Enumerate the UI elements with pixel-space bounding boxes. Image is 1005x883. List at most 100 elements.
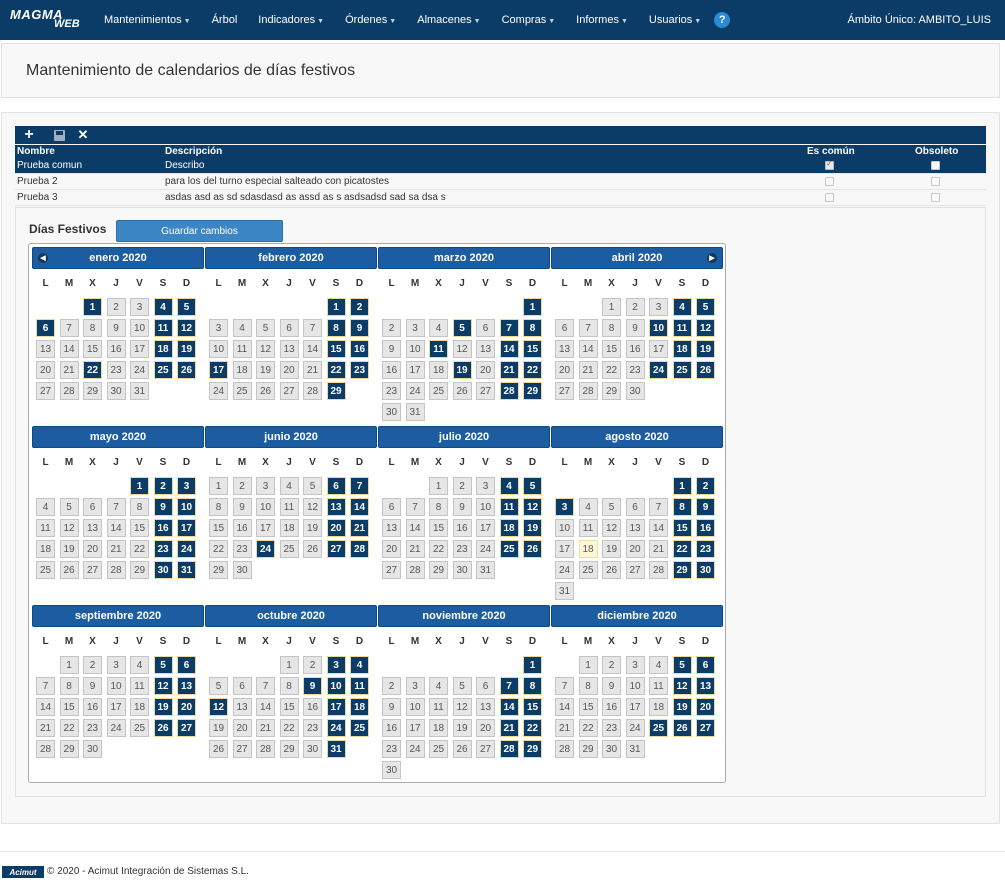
holiday-day[interactable]: 7: [350, 477, 369, 495]
calendar-day[interactable]: 6: [382, 498, 401, 516]
calendar-day[interactable]: 9: [83, 677, 102, 695]
save-changes-button[interactable]: Guardar cambios: [116, 220, 283, 242]
calendar-day[interactable]: 10: [209, 340, 228, 358]
calendar-day[interactable]: 25: [429, 740, 448, 758]
calendar-day[interactable]: 21: [303, 361, 322, 379]
calendar-day[interactable]: 8: [130, 498, 149, 516]
calendar-day[interactable]: 7: [59, 319, 79, 337]
calendar-day[interactable]: 10: [256, 498, 275, 516]
holiday-day[interactable]: 22: [523, 719, 542, 737]
calendar-day[interactable]: 9: [602, 677, 621, 695]
nav-item-7[interactable]: Usuarios ▼: [649, 14, 701, 26]
holiday-day[interactable]: 12: [209, 698, 228, 716]
calendar-day[interactable]: 14: [649, 519, 668, 537]
calendar-day[interactable]: 26: [59, 561, 79, 579]
holiday-day[interactable]: 4: [672, 298, 692, 316]
holiday-day[interactable]: 9: [303, 677, 322, 695]
holiday-day[interactable]: 11: [153, 319, 173, 337]
holiday-day[interactable]: 13: [177, 677, 196, 695]
calendar-day[interactable]: 14: [59, 340, 79, 358]
holiday-day[interactable]: 1: [83, 298, 102, 316]
calendar-day[interactable]: 13: [36, 340, 55, 358]
calendar-day[interactable]: 5: [303, 477, 322, 495]
holiday-day[interactable]: 5: [696, 298, 715, 316]
calendar-day[interactable]: 21: [36, 719, 55, 737]
holiday-day[interactable]: 10: [177, 498, 196, 516]
calendar-day[interactable]: 16: [106, 340, 126, 358]
calendar-day[interactable]: 27: [232, 740, 252, 758]
calendar-day[interactable]: 3: [256, 477, 275, 495]
holiday-day[interactable]: 13: [696, 677, 715, 695]
holiday-day[interactable]: 15: [672, 519, 692, 537]
calendar-day[interactable]: 14: [555, 698, 574, 716]
calendar-day[interactable]: 14: [36, 698, 55, 716]
calendar-day[interactable]: 21: [59, 361, 79, 379]
row-common-checkbox[interactable]: [825, 174, 834, 189]
holiday-day[interactable]: 23: [350, 361, 369, 379]
calendar-day[interactable]: 3: [405, 677, 425, 695]
calendar-day[interactable]: 30: [232, 561, 252, 579]
holiday-day[interactable]: 4: [350, 656, 369, 674]
calendar-day[interactable]: 24: [106, 719, 126, 737]
holiday-day[interactable]: 28: [499, 740, 519, 758]
calendar-day[interactable]: 10: [476, 498, 495, 516]
calendar-day[interactable]: 21: [555, 719, 574, 737]
calendar-day[interactable]: 5: [59, 498, 79, 516]
holiday-day[interactable]: 8: [523, 677, 542, 695]
calendar-day[interactable]: 23: [83, 719, 102, 737]
next-year-icon[interactable]: ▶: [707, 253, 717, 263]
calendar-day[interactable]: 28: [405, 561, 425, 579]
calendar-day[interactable]: 24: [555, 561, 574, 579]
calendar-day[interactable]: 18: [429, 361, 448, 379]
holiday-day[interactable]: 30: [696, 561, 715, 579]
calendar-day[interactable]: 14: [578, 340, 598, 358]
holiday-day[interactable]: 5: [452, 319, 472, 337]
holiday-day[interactable]: 2: [350, 298, 369, 316]
calendar-day[interactable]: 2: [382, 677, 401, 695]
calendar-day[interactable]: 6: [232, 677, 252, 695]
calendar-day[interactable]: 21: [256, 719, 275, 737]
row-obsolete-checkbox[interactable]: [931, 190, 940, 205]
calendar-day[interactable]: 30: [83, 740, 102, 758]
calendar-day[interactable]: 5: [256, 319, 275, 337]
holiday-day[interactable]: 9: [350, 319, 369, 337]
calendar-day[interactable]: 7: [36, 677, 55, 695]
calendar-day[interactable]: 9: [382, 340, 401, 358]
calendar-day[interactable]: 12: [256, 340, 275, 358]
calendar-day[interactable]: 29: [279, 740, 299, 758]
calendar-day[interactable]: 12: [452, 698, 472, 716]
plus-icon[interactable]: +: [24, 126, 34, 143]
calendar-day[interactable]: 27: [36, 382, 55, 400]
holiday-day[interactable]: 25: [153, 361, 173, 379]
holiday-day[interactable]: 3: [177, 477, 196, 495]
holiday-day[interactable]: 5: [523, 477, 542, 495]
calendar-day[interactable]: 20: [476, 719, 495, 737]
calendar-day[interactable]: 27: [555, 382, 574, 400]
calendar-day[interactable]: 2: [452, 477, 472, 495]
holiday-day[interactable]: 20: [696, 698, 715, 716]
holiday-day[interactable]: 25: [350, 719, 369, 737]
calendar-day[interactable]: 21: [405, 540, 425, 558]
holiday-day[interactable]: 6: [326, 477, 346, 495]
holiday-day[interactable]: 1: [523, 298, 542, 316]
calendar-day[interactable]: 16: [382, 719, 401, 737]
calendar-day[interactable]: 10: [130, 319, 149, 337]
calendar-day[interactable]: 11: [429, 698, 448, 716]
calendar-day[interactable]: 16: [83, 698, 102, 716]
calendar-day[interactable]: 21: [578, 361, 598, 379]
calendar-day[interactable]: 17: [555, 540, 574, 558]
calendar-day[interactable]: 13: [279, 340, 299, 358]
calendar-day[interactable]: 20: [83, 540, 102, 558]
calendar-day[interactable]: 22: [209, 540, 228, 558]
calendar-day[interactable]: 19: [209, 719, 228, 737]
calendar-day[interactable]: 29: [130, 561, 149, 579]
calendar-day[interactable]: 23: [625, 361, 645, 379]
calendar-day[interactable]: 13: [555, 340, 574, 358]
holiday-day[interactable]: 31: [326, 740, 346, 758]
calendar-day[interactable]: 25: [36, 561, 55, 579]
holiday-day[interactable]: 2: [696, 477, 715, 495]
calendar-day[interactable]: 27: [476, 382, 495, 400]
holiday-day[interactable]: 3: [555, 498, 574, 516]
calendar-day[interactable]: 3: [405, 319, 425, 337]
calendar-day[interactable]: 13: [476, 340, 495, 358]
